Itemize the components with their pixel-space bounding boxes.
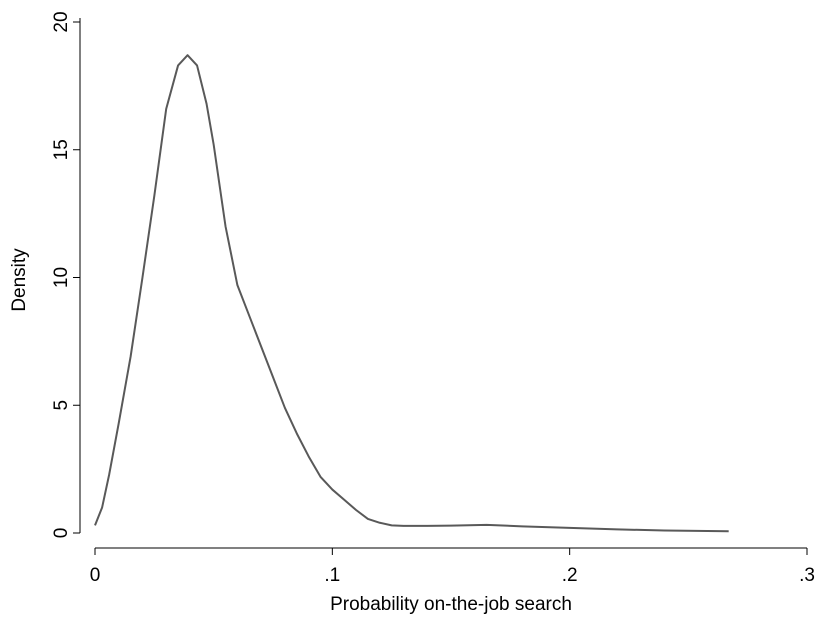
y-tick-label: 15 — [51, 139, 72, 160]
y-tick-label: 10 — [51, 267, 72, 288]
density-line — [94, 54, 729, 533]
y-tick-label: 0 — [51, 528, 72, 539]
x-tick-label: .3 — [799, 565, 815, 586]
x-tick-label: .2 — [562, 565, 578, 586]
y-tick-label: 5 — [51, 400, 72, 411]
y-axis-label: Density — [9, 248, 30, 312]
x-tick-label: 0 — [90, 565, 101, 586]
x-tick-label: .1 — [324, 565, 340, 586]
y-tick-label: 20 — [51, 11, 72, 32]
x-axis-label: Probability on-the-job search — [330, 594, 572, 615]
